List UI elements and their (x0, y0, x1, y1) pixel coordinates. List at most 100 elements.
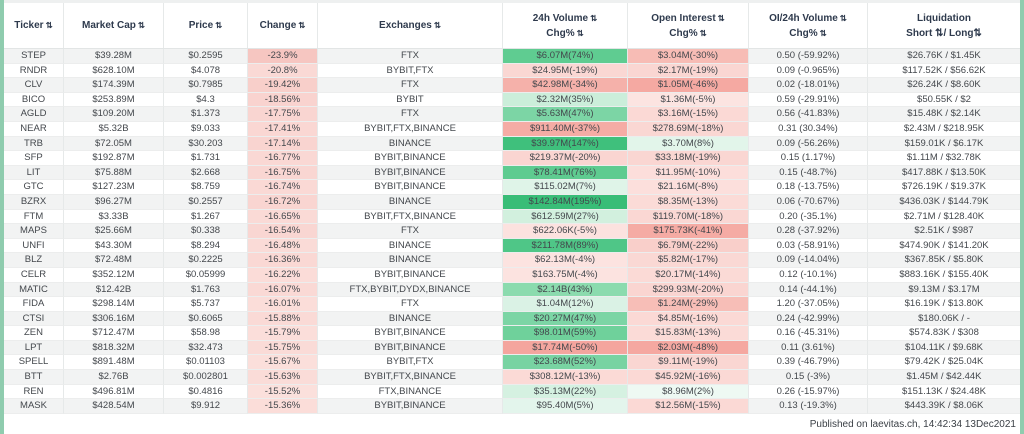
price-cell: $0.4816 (164, 384, 248, 400)
column-header-ticker[interactable]: Ticker ⇅ (4, 3, 64, 48)
change-cell: -16.77% (248, 151, 318, 166)
change-cell: -15.67% (248, 355, 318, 371)
volume-cell: $622.06K(-5%) (503, 224, 628, 239)
price-cell: $1.373 (164, 107, 248, 122)
price-cell: $1.763 (164, 282, 248, 298)
table-row: BZRX $96.27M $0.2557 -16.72% BINANCE $142.84M… (4, 194, 1020, 210)
market_cap-cell: $127.23M (64, 180, 164, 195)
column-header-change[interactable]: Change ⇅ (248, 3, 318, 48)
exchanges-cell: BINANCE (318, 311, 503, 327)
open_interest-cell: $4.85M(-16%) (628, 311, 749, 327)
liquidation-cell: $1.11M / $32.78K (868, 151, 1020, 166)
column-header-oi_volume[interactable]: OI/24h Volume ⇅ Chg% ⇅ (749, 3, 868, 48)
open_interest-cell: $15.83M(-13%) (628, 326, 749, 341)
column-header-volume[interactable]: 24h Volume ⇅ Chg% ⇅ (503, 3, 628, 48)
open_interest-cell: $6.79M(-22%) (628, 238, 749, 254)
liquidation-cell: $726.19K / $19.37K (868, 180, 1020, 195)
ticker-cell: BICO (4, 92, 64, 108)
ticker-cell: CELR (4, 267, 64, 283)
change-cell: -15.63% (248, 370, 318, 385)
price-cell: $4.3 (164, 92, 248, 108)
column-sublabel: Chg% ⇅ (546, 27, 584, 39)
table-row: STEP $39.28M $0.2595 -23.9% FTX $6.07M(74%) $3… (4, 49, 1020, 64)
exchanges-cell: BYBIT,FTX,BINANCE (318, 370, 503, 385)
price-cell: $0.2225 (164, 253, 248, 268)
column-label: Market Cap ⇅ (81, 20, 146, 31)
column-header-price[interactable]: Price ⇅ (164, 3, 248, 48)
table-row: MAPS $25.66M $0.338 -16.54% FTX $622.06K(-5%)… (4, 224, 1020, 239)
liquidation-cell: $9.13M / $3.17M (868, 282, 1020, 298)
price-cell: $2.668 (164, 165, 248, 181)
ticker-cell: MASK (4, 399, 64, 414)
ticker-cell: LPT (4, 340, 64, 356)
table-row: LIT $75.88M $2.668 -16.75% BYBIT,BINANCE $78.… (4, 165, 1020, 181)
market_cap-cell: $818.32M (64, 340, 164, 356)
liquidation-cell: $15.48K / $2.14K (868, 107, 1020, 122)
column-header-market_cap[interactable]: Market Cap ⇅ (64, 3, 164, 48)
oi_volume-cell: 0.11 (3.61%) (749, 340, 868, 356)
volume-cell: $39.97M(147%) (503, 136, 628, 152)
liquidation-cell: $474.90K / $141.20K (868, 238, 1020, 254)
volume-cell: $163.75M(-4%) (503, 267, 628, 283)
table-row: BLZ $72.48M $0.2225 -16.36% BINANCE $62.13M(-… (4, 253, 1020, 268)
open_interest-cell: $20.17M(-14%) (628, 267, 749, 283)
table-row: CELR $352.12M $0.05999 -16.22% BYBIT,BINANCE… (4, 267, 1020, 283)
table-row: SFP $192.87M $1.731 -16.77% BYBIT,BINANCE $21… (4, 151, 1020, 166)
open_interest-cell: $299.93M(-20%) (628, 282, 749, 298)
column-header-liquidation[interactable]: Liquidation Short ⇅/ Long⇅ (868, 3, 1020, 48)
market_cap-cell: $72.05M (64, 136, 164, 152)
volume-cell: $142.84M(195%) (503, 194, 628, 210)
market_cap-cell: $298.14M (64, 297, 164, 312)
change-cell: -15.52% (248, 384, 318, 400)
market_cap-cell: $5.32B (64, 121, 164, 137)
column-sublabel: Short ⇅/ Long⇅ (906, 27, 982, 39)
volume-cell: $2.14B(43%) (503, 282, 628, 298)
oi_volume-cell: 0.59 (-29.91%) (749, 92, 868, 108)
volume-cell: $211.78M(89%) (503, 238, 628, 254)
change-cell: -20.8% (248, 63, 318, 79)
exchanges-cell: BYBIT,FTX (318, 355, 503, 371)
column-label: OI/24h Volume ⇅ (769, 12, 847, 24)
exchanges-cell: BINANCE (318, 136, 503, 152)
oi_volume-cell: 0.15 (-48.7%) (749, 165, 868, 181)
table-row: MATIC $12.42B $1.763 -16.07% FTX,BYBIT,DYDX,… (4, 282, 1020, 298)
sort-icon: ⇅ (298, 20, 306, 30)
ticker-cell: MAPS (4, 224, 64, 239)
change-cell: -17.14% (248, 136, 318, 152)
column-header-exchanges[interactable]: Exchanges ⇅ (318, 3, 503, 48)
oi_volume-cell: 0.18 (-13.75%) (749, 180, 868, 195)
change-cell: -16.54% (248, 224, 318, 239)
sort-icon: ⇅ (433, 20, 441, 30)
ticker-cell: STEP (4, 49, 64, 64)
oi_volume-cell: 0.09 (-0.965%) (749, 63, 868, 79)
open_interest-cell: $8.96M(2%) (628, 384, 749, 400)
table-row: BTT $2.76B $0.002801 -15.63% BYBIT,FTX,BINAN… (4, 370, 1020, 385)
table-row: AGLD $109.20M $1.373 -17.75% FTX $5.63M(47%) $… (4, 107, 1020, 122)
volume-cell: $911.40M(-37%) (503, 121, 628, 137)
price-cell: $0.2557 (164, 194, 248, 210)
change-cell: -16.72% (248, 194, 318, 210)
exchanges-cell: BYBIT,FTX,BINANCE (318, 121, 503, 137)
column-sublabel: Chg% ⇅ (789, 27, 827, 39)
oi_volume-cell: 0.13 (-19.3%) (749, 399, 868, 414)
ticker-cell: CTSI (4, 311, 64, 327)
column-label: Open Interest ⇅ (651, 12, 725, 24)
oi_volume-cell: 0.56 (-41.83%) (749, 107, 868, 122)
change-cell: -16.01% (248, 297, 318, 312)
table-row: LPT $818.32M $32.473 -15.75% BYBIT,BINANCE $1… (4, 340, 1020, 356)
table-row: ZEN $712.47M $58.98 -15.79% BYBIT,BINANCE $98… (4, 326, 1020, 341)
market_cap-cell: $306.16M (64, 311, 164, 327)
market_cap-cell: $628.10M (64, 63, 164, 79)
liquidation-cell: $16.19K / $13.80K (868, 297, 1020, 312)
column-header-open_interest[interactable]: Open Interest ⇅ Chg% ⇅ (628, 3, 749, 48)
table-row: NEAR $5.32B $9.033 -17.41% BYBIT,FTX,BINANCE… (4, 121, 1020, 137)
liquidation-cell: $104.11K / $9.68K (868, 340, 1020, 356)
open_interest-cell: $119.70M(-18%) (628, 209, 749, 225)
table-row: CTSI $306.16M $0.6065 -15.88% BINANCE $20.27M… (4, 311, 1020, 327)
sort-icon: ⇅ (576, 27, 584, 38)
change-cell: -16.07% (248, 282, 318, 298)
price-cell: $0.002801 (164, 370, 248, 385)
market_cap-cell: $43.30M (64, 238, 164, 254)
change-cell: -15.88% (248, 311, 318, 327)
oi_volume-cell: 0.24 (-42.99%) (749, 311, 868, 327)
